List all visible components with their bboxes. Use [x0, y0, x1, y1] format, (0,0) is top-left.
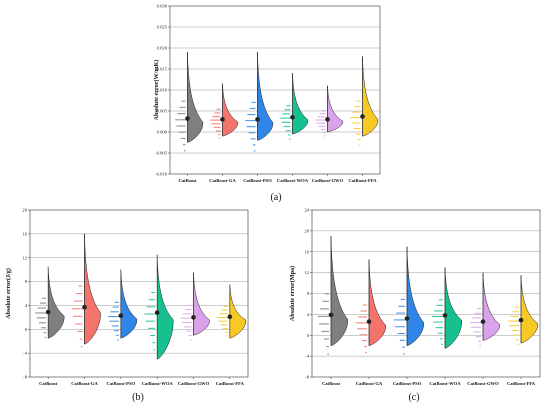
- violin-CatBoost-PSO: [120, 269, 138, 339]
- x-tick-label: CatBoost: [178, 178, 197, 183]
- mean-point: [325, 117, 330, 122]
- panel-a-chart: -0.010 -0.005 0.000 0.005 0.010 0.015 0.020 0.0…: [153, 4, 381, 183]
- mean-point: [328, 312, 334, 318]
- y-tick-label: 16: [22, 231, 27, 236]
- violin-CatBoost-GWO: [193, 272, 210, 336]
- panel-c-chart: -8 -4 0 4 8 12 16 20 24 Absolute error(Mpa) CatBoo…: [289, 208, 541, 386]
- x-tick-label: CatBoost-FFA: [507, 381, 536, 386]
- x-tick-label: CatBoost: [322, 381, 341, 386]
- y-axis-label: Absolute error(Mpa): [289, 266, 296, 321]
- x-tick-label: CatBoost-WOA: [429, 381, 461, 386]
- mean-point: [220, 117, 225, 122]
- violin-CatBoost-WOA: [444, 267, 462, 349]
- violin-CatBoost-GA: [368, 259, 386, 346]
- y-tick-label: -0.005: [155, 151, 168, 156]
- y-tick-label: -8: [305, 375, 310, 380]
- y-tick-label: 16: [304, 249, 309, 254]
- x-tick-label: CatBoost-GA: [356, 381, 383, 386]
- violin-CatBoost-GA: [84, 233, 101, 345]
- mean-point: [82, 304, 87, 310]
- mean-point: [45, 309, 51, 315]
- violin-CatBoost: [330, 236, 348, 346]
- mean-point: [154, 310, 160, 315]
- violin-CatBoost-WOA: [156, 254, 174, 360]
- panel-b-chart: -8 -4 0 4 8 12 16 20 Absolute error(J/g) CatBoost…: [5, 208, 249, 386]
- y-tick-label: 8: [307, 291, 310, 296]
- y-tick-label: -8: [23, 375, 28, 380]
- violin-CatBoost-GWO: [482, 272, 500, 341]
- mean-point: [404, 316, 410, 321]
- plot-frame: [29, 209, 249, 378]
- mean-point: [185, 116, 190, 121]
- y-tick-label: 12: [22, 255, 27, 260]
- violin-CatBoost-FFA: [362, 56, 379, 137]
- y-tick-label: 0.015: [157, 67, 168, 72]
- violin-CatBoost-PSO: [257, 52, 274, 141]
- x-tick-label: CatBoost-WOA: [142, 381, 174, 386]
- y-tick-label: 0.030: [157, 4, 168, 9]
- x-tick-label: CatBoost-GWO: [467, 381, 499, 386]
- panel-c-label: (c): [408, 392, 419, 403]
- mean-point: [290, 115, 295, 120]
- x-tick-label: CatBoost-GA: [209, 178, 236, 183]
- y-tick-label: 12: [304, 270, 309, 275]
- mean-point: [366, 319, 372, 324]
- mean-point: [442, 313, 448, 318]
- y-tick-label: 20: [304, 228, 309, 233]
- x-tick-label: CatBoost-GA: [71, 381, 98, 386]
- violin-CatBoost-WOA: [292, 73, 309, 135]
- x-tick-label: CatBoost-PSO: [243, 178, 272, 183]
- violin-CatBoost: [187, 52, 204, 143]
- y-axis-label: Absolute error(W/mK): [153, 60, 160, 121]
- y-tick-label: -4: [23, 351, 28, 356]
- y-tick-label: 4: [25, 303, 28, 308]
- mean-point: [118, 313, 124, 318]
- y-tick-label: 24: [304, 208, 309, 213]
- y-tick-label: 0.020: [157, 46, 168, 51]
- panel-b-label: (b): [132, 392, 144, 403]
- y-tick-label: 0: [25, 327, 28, 332]
- x-tick-label: CatBoost-PSO: [393, 381, 422, 386]
- x-tick-label: CatBoost-FFA: [216, 381, 245, 386]
- x-tick-label: CatBoost: [39, 381, 58, 386]
- violin-CatBoost-GA: [222, 83, 239, 137]
- x-tick-label: CatBoost-GWO: [312, 178, 344, 183]
- y-tick-label: 0.025: [157, 25, 168, 30]
- mean-point: [191, 315, 196, 320]
- violin-CatBoost-GWO: [327, 85, 344, 133]
- y-tick-label: -0.010: [155, 172, 168, 177]
- y-tick-label: 20: [22, 208, 27, 213]
- x-tick-label: CatBoost-GWO: [178, 381, 210, 386]
- y-tick-label: -4: [305, 354, 310, 359]
- y-tick-label: 8: [25, 279, 28, 284]
- violin-CatBoost-FFA: [229, 284, 247, 339]
- x-tick-label: CatBoost-WOA: [277, 178, 309, 183]
- x-tick-label: CatBoost-FFA: [348, 178, 377, 183]
- panel-a-label: (a): [270, 192, 281, 203]
- violin-CatBoost-PSO: [406, 246, 424, 346]
- mean-point: [518, 317, 524, 323]
- y-tick-label: 0.010: [157, 88, 168, 93]
- mean-point: [480, 319, 486, 324]
- mean-point: [360, 114, 365, 119]
- x-tick-label: CatBoost-PSO: [107, 381, 136, 386]
- y-axis-label: Absolute error(J/g): [5, 268, 12, 319]
- y-tick-label: 0: [307, 333, 310, 338]
- mean-point: [255, 117, 260, 122]
- violin-CatBoost: [47, 266, 65, 339]
- y-tick-label: 4: [307, 312, 310, 317]
- violin-CatBoost-FFA: [520, 275, 538, 344]
- y-tick-label: 0.000: [157, 130, 168, 135]
- mean-point: [227, 314, 233, 320]
- y-tick-label: 0.005: [157, 109, 168, 114]
